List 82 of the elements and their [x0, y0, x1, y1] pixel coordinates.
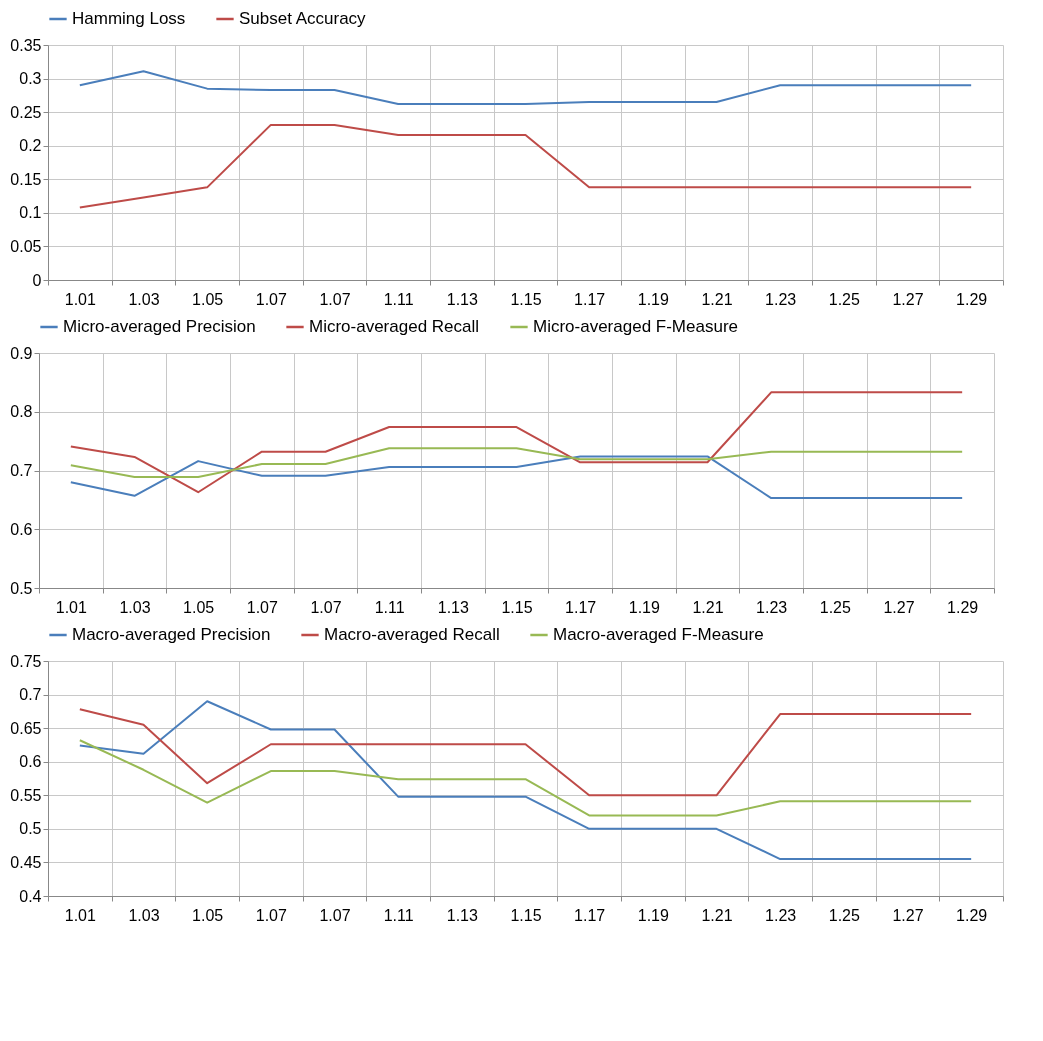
x-tick-label: 1.13 [437, 598, 470, 616]
x-tick-label: 1.11 [383, 290, 414, 308]
line-series [69, 447, 964, 478]
x-tick-label: 1.11 [383, 906, 414, 924]
x-tick-label: 1.03 [119, 598, 151, 616]
x-tick-label: 1.07 [319, 290, 351, 308]
line-series [78, 70, 973, 106]
x-tick-label: 1.21 [701, 906, 733, 924]
y-tick-label: 0.2 [19, 137, 42, 155]
y-tick-label: 0.4 [19, 887, 42, 905]
y-tick-label: 0.6 [19, 753, 42, 771]
legend-label: Micro-averaged Recall [309, 317, 480, 336]
legend-label: Macro-averaged Precision [72, 625, 271, 644]
legend-label: Macro-averaged Recall [324, 625, 500, 644]
x-tick-label: 1.17 [565, 598, 597, 616]
line-series [78, 700, 973, 861]
y-tick-label: 0.05 [10, 237, 42, 255]
x-tick-label: 1.25 [819, 598, 852, 616]
legend-label: Subset Accuracy [239, 9, 367, 28]
x-tick-label: 1.19 [628, 598, 661, 616]
x-tick-label: 1.17 [574, 906, 606, 924]
y-tick-label: 0.7 [19, 686, 42, 704]
line-series [78, 739, 973, 817]
y-tick-label: 0.3 [19, 70, 42, 88]
x-tick-label: 1.03 [128, 906, 160, 924]
y-tick-label: 0.8 [10, 403, 33, 421]
legend-label: Micro-averaged F-Measure [533, 317, 739, 336]
x-tick-label: 1.07 [319, 906, 351, 924]
y-tick-label: 0.5 [10, 579, 33, 597]
x-tick-label: 1.13 [446, 290, 479, 308]
x-tick-label: 1.29 [956, 290, 988, 308]
x-tick-label: 1.23 [765, 290, 797, 308]
x-tick-label: 1.17 [574, 290, 606, 308]
x-tick-label: 1.27 [883, 598, 915, 616]
x-tick-label: 1.27 [892, 906, 924, 924]
y-tick-label: 0.5 [19, 820, 42, 838]
x-tick-label: 1.01 [64, 906, 97, 924]
x-tick-label: 1.11 [374, 598, 405, 616]
x-tick-label: 1.07 [255, 290, 288, 308]
x-tick-label: 1.07 [255, 906, 288, 924]
x-tick-label: 1.15 [510, 290, 542, 308]
x-tick-label: 1.29 [947, 598, 979, 616]
x-tick-label: 1.07 [246, 598, 279, 616]
x-tick-label: 1.05 [192, 290, 224, 308]
legend-label: Micro-averaged Precision [63, 317, 256, 336]
x-tick-label: 1.15 [501, 598, 533, 616]
y-tick-label: 0 [32, 271, 42, 289]
x-tick-label: 1.05 [183, 598, 215, 616]
x-tick-label: 1.01 [55, 598, 88, 616]
legend-label: Hamming Loss [72, 9, 186, 28]
y-tick-label: 0.9 [10, 344, 33, 362]
y-tick-label: 0.45 [10, 853, 42, 871]
x-tick-label: 1.23 [756, 598, 788, 616]
x-tick-label: 1.03 [128, 290, 160, 308]
x-tick-label: 1.21 [692, 598, 724, 616]
y-tick-label: 0.65 [10, 719, 42, 737]
x-tick-label: 1.19 [637, 290, 670, 308]
line-series [78, 123, 973, 209]
x-tick-label: 1.07 [310, 598, 342, 616]
x-tick-label: 1.15 [510, 906, 542, 924]
x-tick-label: 1.01 [64, 290, 97, 308]
y-tick-label: 0.7 [10, 462, 33, 479]
y-tick-label: 0.15 [10, 170, 42, 188]
x-tick-label: 1.23 [765, 906, 797, 924]
y-tick-label: 0.25 [10, 103, 42, 121]
y-tick-label: 0.55 [10, 786, 42, 804]
y-tick-label: 0.75 [10, 652, 42, 670]
x-tick-label: 1.25 [828, 290, 861, 308]
x-tick-label: 1.05 [192, 906, 224, 924]
x-tick-label: 1.13 [446, 906, 479, 924]
y-tick-label: 0.1 [19, 204, 42, 222]
x-tick-label: 1.21 [701, 290, 733, 308]
line-series [69, 391, 964, 494]
line-series [78, 708, 973, 797]
legend-label: Macro-averaged F-Measure [553, 625, 764, 644]
y-tick-label: 0.6 [10, 520, 33, 538]
x-tick-label: 1.27 [892, 290, 924, 308]
line-series [69, 455, 964, 500]
x-tick-label: 1.19 [637, 906, 670, 924]
y-tick-label: 0.35 [10, 36, 42, 54]
x-tick-label: 1.29 [956, 906, 988, 924]
x-tick-label: 1.25 [828, 906, 861, 924]
